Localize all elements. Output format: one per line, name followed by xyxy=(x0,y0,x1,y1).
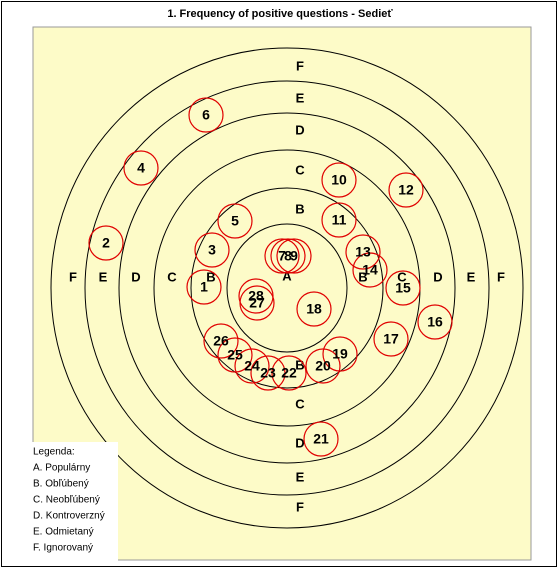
item-label: 13 xyxy=(355,244,371,260)
ring-label: E xyxy=(296,90,305,105)
item-circle xyxy=(417,304,453,340)
item-circle xyxy=(217,203,253,239)
ring-label: C xyxy=(397,269,407,284)
item-label: 22 xyxy=(281,365,297,381)
item-circle xyxy=(238,278,274,314)
ring-label: B xyxy=(358,269,367,284)
item-label: 5 xyxy=(231,213,239,229)
item-label: 26 xyxy=(213,333,229,349)
item-circle xyxy=(303,421,339,457)
ring-label: B xyxy=(295,201,304,216)
ring-label: E xyxy=(467,269,476,284)
item-label: 27 xyxy=(249,295,265,311)
item-circle xyxy=(88,225,124,261)
ring xyxy=(226,223,348,353)
ring-label: F xyxy=(296,499,304,514)
ring-label: F xyxy=(497,269,505,284)
ring xyxy=(84,80,490,496)
legend-entry: E. Odmietaný xyxy=(33,527,94,538)
item-circle xyxy=(270,238,306,274)
ring-label: F xyxy=(69,269,77,284)
item-circle xyxy=(276,238,312,274)
legend-entry: C. Neobľúbený xyxy=(33,495,100,506)
item-label: 24 xyxy=(244,358,260,374)
item-label: 17 xyxy=(383,331,399,347)
item-circle xyxy=(345,234,381,270)
item-circle xyxy=(234,348,270,384)
item-circle xyxy=(123,150,159,186)
ring xyxy=(190,187,384,389)
item-label: 12 xyxy=(398,182,414,198)
item-label: 6 xyxy=(202,107,210,123)
item-label: 9 xyxy=(290,248,298,264)
legend-entry: D. Kontroverzný xyxy=(33,511,105,522)
item-label: 23 xyxy=(260,365,276,381)
item-label: 7 xyxy=(278,248,286,264)
item-label: 8 xyxy=(284,248,292,264)
item-circle xyxy=(271,355,307,391)
item-circle xyxy=(217,337,253,373)
item-circle xyxy=(385,270,421,306)
ring-label: B xyxy=(295,357,304,372)
item-circle xyxy=(321,162,357,198)
item-label: 25 xyxy=(227,347,243,363)
item-label: 16 xyxy=(427,314,443,330)
item-label: 18 xyxy=(306,301,322,317)
item-label: 19 xyxy=(332,346,348,362)
item-label: 10 xyxy=(331,172,347,188)
item-circle xyxy=(305,348,341,384)
item-label: 14 xyxy=(362,262,378,278)
item-label: 11 xyxy=(332,212,347,228)
item-circle xyxy=(321,202,357,238)
item-circle xyxy=(352,252,388,288)
ring-label: D xyxy=(295,435,304,450)
legend-entry: F. Ignorovaný xyxy=(33,543,93,554)
ring-label: F xyxy=(296,58,304,73)
item-circle xyxy=(194,232,230,268)
item-circle xyxy=(188,97,224,133)
ring-label: C xyxy=(295,396,305,411)
item-label: 21 xyxy=(313,431,329,447)
ring-label: E xyxy=(296,469,305,484)
ring-label: D xyxy=(295,122,304,137)
item-label: 3 xyxy=(208,242,216,258)
item-circle xyxy=(203,323,239,359)
ring-label: A xyxy=(282,268,292,283)
ring xyxy=(118,112,456,464)
ring-label: B xyxy=(206,269,215,284)
item-circle xyxy=(250,355,286,391)
ring-label: D xyxy=(131,269,140,284)
ring-label: C xyxy=(167,269,177,284)
item-circle xyxy=(322,336,358,372)
ring xyxy=(50,47,524,529)
item-label: 2 xyxy=(102,235,110,251)
title: 1. Frequency of positive questions - Sed… xyxy=(167,8,393,20)
item-circle xyxy=(264,238,300,274)
legend-box xyxy=(30,442,118,566)
legend-entry: B. Obľúbený xyxy=(33,479,89,490)
item-label: 4 xyxy=(137,160,145,176)
legend-entry: A. Populárny xyxy=(33,463,90,474)
item-label: 15 xyxy=(395,280,411,296)
item-circle xyxy=(186,269,222,305)
item-circle xyxy=(373,321,409,357)
item-circle xyxy=(388,172,424,208)
item-circle xyxy=(296,291,332,327)
item-label: 20 xyxy=(315,358,331,374)
ring-label: D xyxy=(433,269,442,284)
legend-title: Legenda: xyxy=(33,447,75,458)
item-label: 1 xyxy=(200,279,208,295)
item-label: 28 xyxy=(248,288,264,304)
ring-label: C xyxy=(295,162,305,177)
ring-label: E xyxy=(99,269,108,284)
